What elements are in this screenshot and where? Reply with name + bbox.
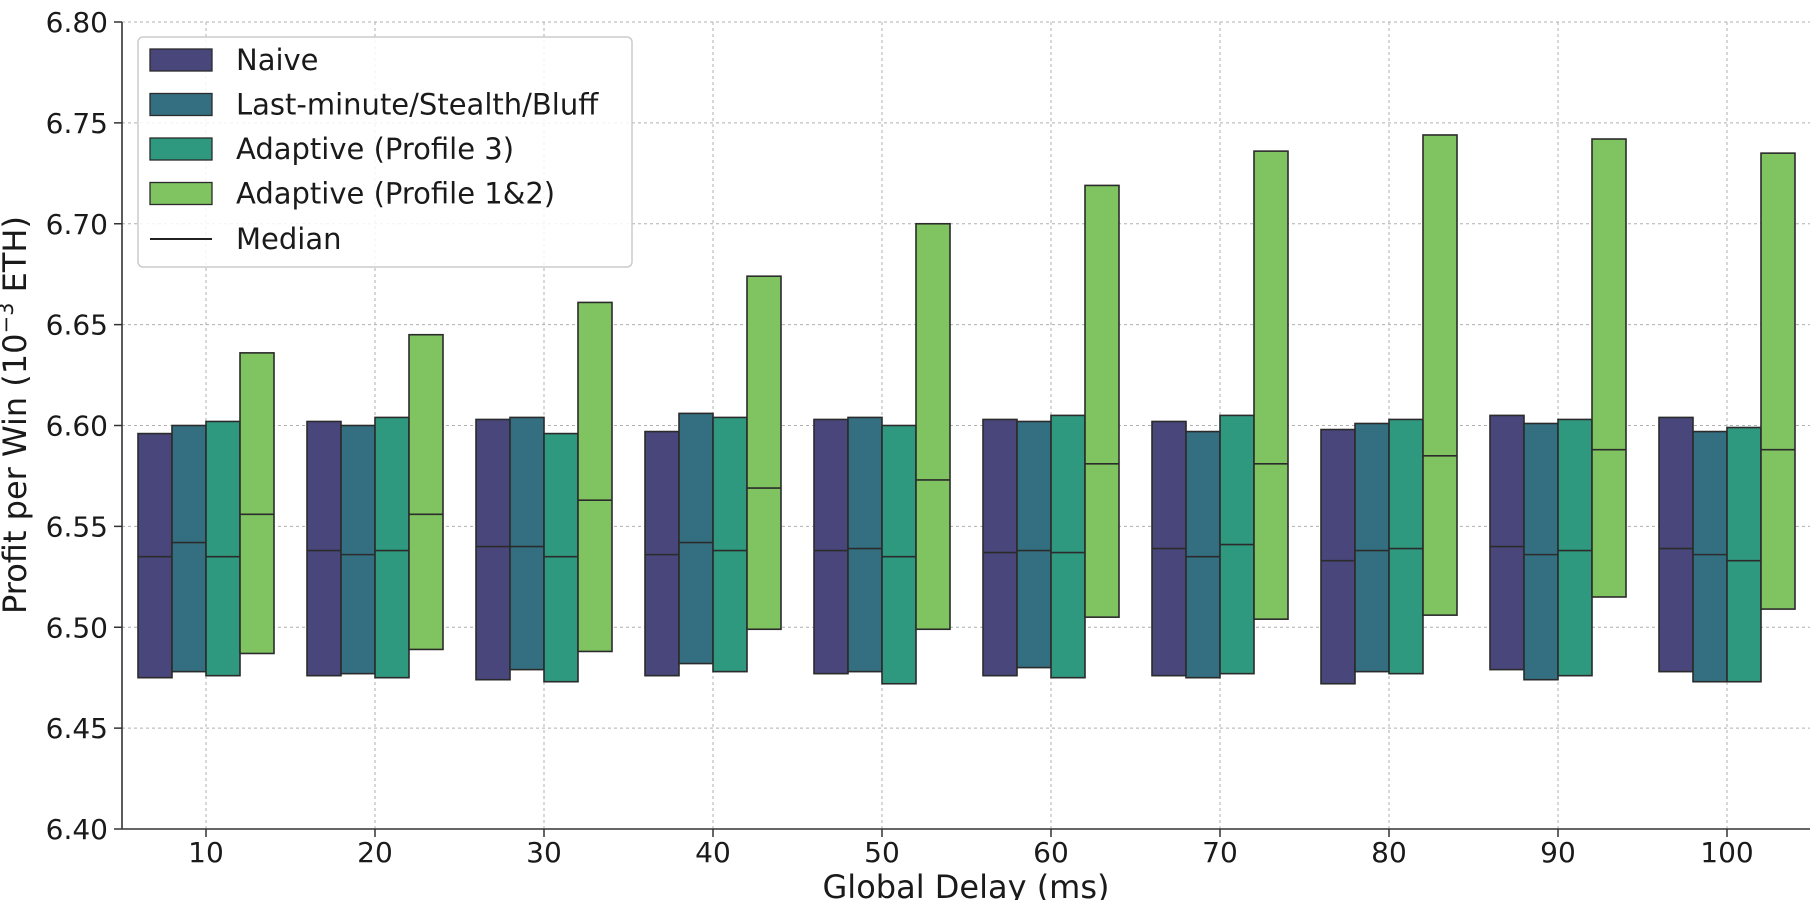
range-bar [171,424,207,673]
range-bar [847,416,883,673]
legend-label: Naive [236,43,319,77]
y-tick-label: 6.70 [46,208,108,241]
range-bar [1692,430,1728,683]
range-bar [1253,150,1289,620]
range-bar [205,420,241,677]
range-bar [1422,134,1458,616]
y-axis-label-main: Profit per Win (10 [0,334,34,614]
y-tick-label: 6.60 [46,410,108,443]
x-tick-label: 20 [357,836,393,869]
range-bar [1388,418,1424,675]
range-bar [543,432,579,683]
legend-label: Last-minute/Stealth/Bluff [236,88,599,122]
legend-swatch [149,137,213,161]
legend-median-label: Median [236,222,341,256]
range-bar [915,222,951,631]
range-bar [1016,420,1052,669]
y-axis-label: Profit per Win (10−3 ETH) [0,216,34,614]
range-bar [813,418,849,675]
range-bar [1354,422,1390,673]
x-tick-label: 100 [1700,836,1753,869]
range-bar [1320,428,1356,685]
y-tick-label: 6.55 [46,510,108,543]
x-tick-label: 50 [864,836,900,869]
y-axis-label-exponent: −3 [0,303,18,334]
y-tick-label: 6.45 [46,712,108,745]
x-tick-label: 90 [1540,836,1576,869]
range-bar [239,352,275,655]
range-bar [374,416,410,679]
legend-frame [137,36,633,268]
x-tick-label: 60 [1033,836,1069,869]
range-bar [712,416,748,673]
range-bar [340,424,376,675]
y-tick-label: 6.75 [46,107,108,140]
range-bar [306,420,342,677]
legend: Naive Last-minute/Stealth/Bluff Adaptive (… [137,36,633,268]
range-bar [644,430,680,677]
range-bar [475,418,511,681]
range-bar [1084,184,1120,618]
x-tick-label: 30 [526,836,562,869]
axes [114,21,1810,837]
range-bar [1658,416,1694,673]
legend-swatch [149,48,213,72]
y-axis-label-unit: ETH) [0,216,34,302]
tick-labels: 6.40 6.45 6.50 6.55 6.60 6.65 6.70 6.75 6.80 10 20… [46,6,1754,869]
legend-label: Adaptive (Profile 3) [236,132,514,166]
range-bar [1523,422,1559,681]
range-bar [1050,414,1086,679]
y-tick-label: 6.80 [46,6,108,39]
range-bar [1760,152,1796,610]
y-tick-label: 6.50 [46,611,108,644]
range-bar [1557,418,1593,677]
range-bar [982,418,1018,677]
range-bar [1185,430,1221,679]
range-bar [408,333,444,651]
x-tick-label: 70 [1202,836,1238,869]
x-tick-label: 80 [1371,836,1407,869]
x-axis-label: Global Delay (ms) [823,868,1110,900]
legend-label: Adaptive (Profile 1&2) [236,177,555,211]
range-bar [1726,426,1762,683]
legend-swatch [149,181,213,206]
range-bar [881,424,917,685]
y-tick-label: 6.65 [46,309,108,342]
range-bar [577,301,613,653]
range-bar [137,432,173,679]
legend-swatch [149,92,213,117]
range-bar [746,275,782,631]
bars [137,134,1796,685]
range-bar [1489,414,1525,671]
x-tick-label: 10 [188,836,224,869]
range-bar [509,416,545,671]
x-tick-label: 40 [695,836,731,869]
range-bar [678,412,714,665]
y-tick-label: 6.40 [46,813,108,846]
range-bar [1591,138,1627,598]
